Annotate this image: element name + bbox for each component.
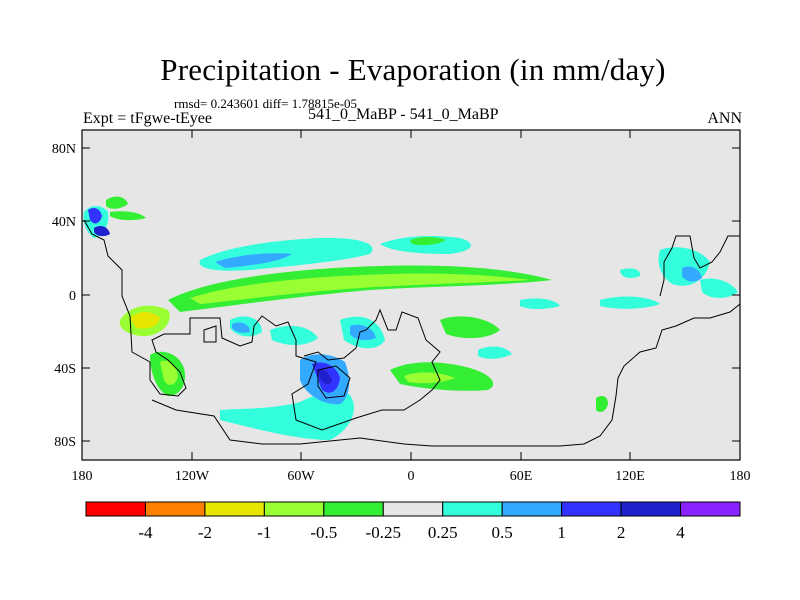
field-shading: [83, 196, 738, 440]
x-axis: [81, 130, 741, 460]
colorbar-box: [263, 501, 325, 517]
colorbar-box: [561, 501, 622, 517]
x-tick-label: 120W: [175, 469, 210, 484]
colorbar-box: [442, 501, 503, 517]
x-tick-label: 180: [72, 469, 93, 484]
y-tick-label: 40S: [54, 362, 76, 377]
x-tick-label: 0: [408, 469, 415, 484]
stats-label: rmsd= 0.243601 diff= 1.78815e-05: [174, 96, 358, 111]
y-tick-label: 80N: [52, 142, 76, 157]
colorbar-label: -0.25: [366, 523, 401, 542]
y-tick-label: 40N: [52, 215, 76, 230]
x-tick-label: 60W: [287, 469, 315, 484]
colorbar-label: 4: [676, 523, 685, 542]
x-tick-labels: 180 120W 60W 0 60E 120E 180: [72, 469, 751, 484]
comparison-label: 541_0_MaBP - 541_0_MaBP: [308, 106, 499, 123]
colorbar-box: [620, 501, 682, 517]
colorbar-label: 2: [617, 523, 626, 542]
x-tick-label: 120E: [615, 469, 645, 484]
colorbar-label: -0.5: [310, 523, 337, 542]
colorbar-box: [85, 501, 146, 517]
y-tick-label: 0: [69, 289, 76, 304]
y-tick-label: 80S: [54, 435, 76, 450]
season-label: ANN: [707, 110, 742, 127]
y-tick-labels: 80N 40N 0 40S 80S: [52, 142, 76, 450]
negative-band-core: [190, 273, 530, 304]
x-tick-label: 180: [730, 469, 751, 484]
colorbar-label: -2: [198, 523, 212, 542]
colorbar-box: [382, 501, 444, 517]
colorbar-box: [323, 501, 384, 517]
colorbar-label: 0.25: [428, 523, 458, 542]
colorbar-label: -1: [257, 523, 271, 542]
plot-title: Precipitation - Evaporation (in mm/day): [160, 52, 666, 87]
colorbar-box: [204, 501, 265, 517]
colorbar-box: [680, 501, 741, 517]
colorbar-box: [501, 501, 563, 517]
colorbar-label: -4: [138, 523, 153, 542]
x-tick-label: 60E: [510, 469, 533, 484]
y-axis: [82, 147, 740, 442]
colorbar-label: 1: [557, 523, 566, 542]
experiment-label: Expt = tFgwe-tEyee: [83, 110, 212, 127]
colorbar: [85, 501, 741, 517]
colorbar-label: 0.5: [492, 523, 513, 542]
coastlines: [83, 219, 740, 447]
colorbar-box: [144, 501, 206, 517]
colorbar-labels: -4 -2 -1 -0.5 -0.25 0.25 0.5 1 2 4: [138, 523, 685, 542]
